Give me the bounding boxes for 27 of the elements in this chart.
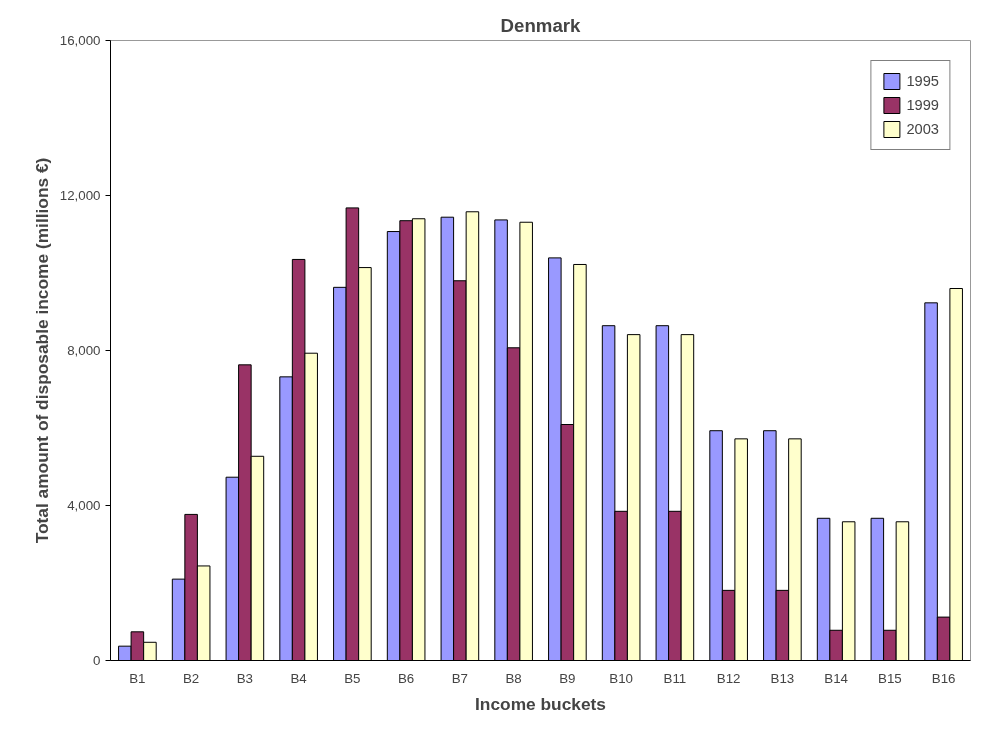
y-tick-label: 16,000 [59, 33, 101, 48]
x-tick-label: B15 [878, 670, 902, 686]
x-tick-label: B10 [609, 670, 633, 686]
x-tick-label: B3 [236, 670, 254, 686]
legend-label: 1995 [906, 73, 939, 89]
x-tick-label: B6 [397, 670, 415, 686]
y-axis-title: Total amount of disposable income (millions €) [31, 157, 52, 544]
x-tick-label: B11 [663, 670, 687, 686]
x-tick-label: B1 [129, 670, 146, 686]
x-axis-title: Income buckets [475, 693, 606, 714]
x-tick-label: B2 [182, 670, 200, 686]
x-tick-label: B7 [451, 670, 469, 686]
y-tick-label: 4,000 [67, 498, 101, 513]
x-tick-label: B8 [505, 670, 522, 686]
x-tick-label: B14 [824, 670, 849, 686]
x-tick-label: B16 [931, 670, 956, 686]
y-tick-label: 0 [93, 653, 101, 668]
x-tick-label: B13 [770, 670, 795, 686]
x-tick-label: B5 [344, 670, 361, 686]
chart-title: Denmark [500, 14, 582, 36]
x-tick-label: B9 [559, 670, 576, 686]
y-tick-label: 8,000 [67, 343, 101, 358]
legend-label: 2003 [906, 121, 939, 137]
x-tick-label: B12 [716, 670, 741, 686]
x-tick-label: B4 [290, 670, 308, 686]
legend-label: 1999 [906, 97, 939, 113]
y-tick-label: 12,000 [59, 188, 101, 203]
